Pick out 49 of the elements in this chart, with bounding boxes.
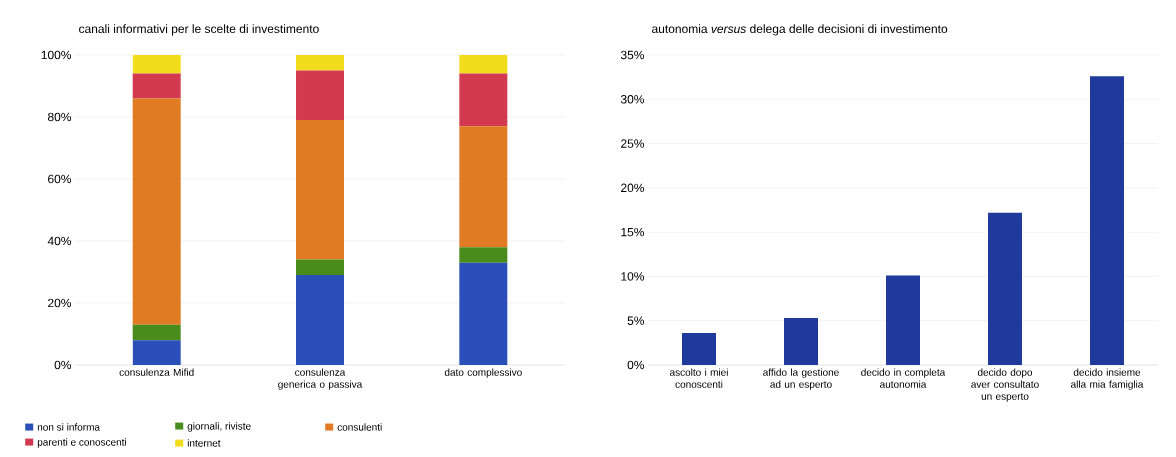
y-tick-label: 10% — [621, 272, 645, 281]
y-tick-label: 35% — [620, 50, 645, 60]
chart-title: autonomia versus delega delle decisioni di investimento — [652, 24, 948, 36]
bar — [132, 340, 181, 365]
y-tick-label: 60% — [48, 174, 72, 184]
bar — [296, 259, 345, 276]
bar — [132, 98, 181, 325]
x-tick-label: decido in completa autonomia — [861, 368, 946, 388]
x-tick-label: consulenza generica o passiva — [278, 368, 363, 390]
y-tick-label: 5% — [627, 316, 645, 325]
y-tick-label: 20% — [621, 183, 645, 193]
bar — [459, 54, 508, 74]
bar — [296, 70, 345, 121]
bar — [296, 120, 345, 260]
y-tick-label: 40% — [47, 236, 72, 246]
bar — [296, 275, 345, 365]
bar — [459, 262, 508, 365]
chart-title: canali informativi per le scelte di investimento — [79, 24, 319, 36]
y-tick-label: 20% — [48, 298, 72, 308]
bar — [132, 54, 181, 74]
x-tick-label: decido insieme alla mia famiglia — [1071, 368, 1144, 390]
legend-label: internet — [187, 439, 221, 447]
x-tick-label: ascolto i miei conoscenti — [669, 368, 728, 388]
bar — [296, 54, 345, 71]
legend-label: consulenti — [337, 423, 382, 431]
bar — [459, 247, 508, 263]
bar — [987, 212, 1022, 365]
bar — [459, 73, 508, 127]
x-tick-label: consulenza Mifid — [119, 368, 194, 376]
y-tick-label: 0% — [627, 360, 645, 370]
bar — [132, 73, 181, 99]
bar — [132, 324, 181, 341]
legend-label: giornali, riviste — [187, 422, 251, 432]
x-tick-label: decido dopo aver consultato un esperto — [971, 368, 1039, 402]
bar — [1089, 76, 1124, 365]
y-tick-label: 15% — [621, 227, 645, 237]
y-tick-label: 80% — [47, 112, 72, 122]
bar — [886, 275, 920, 365]
x-tick-label: affido la gestione ad un esperto — [763, 368, 839, 390]
legend-label: non si informa — [37, 423, 101, 431]
bar — [784, 318, 818, 365]
bar — [682, 333, 716, 365]
y-tick-label: 25% — [621, 139, 645, 148]
y-tick-label: 0% — [54, 360, 72, 370]
legend-label: parenti e conoscenti — [37, 438, 127, 448]
y-tick-label: 30% — [620, 95, 645, 104]
bar — [459, 126, 508, 248]
x-tick-label: dato complessivo — [444, 368, 522, 378]
y-tick-label: 100% — [41, 50, 72, 60]
